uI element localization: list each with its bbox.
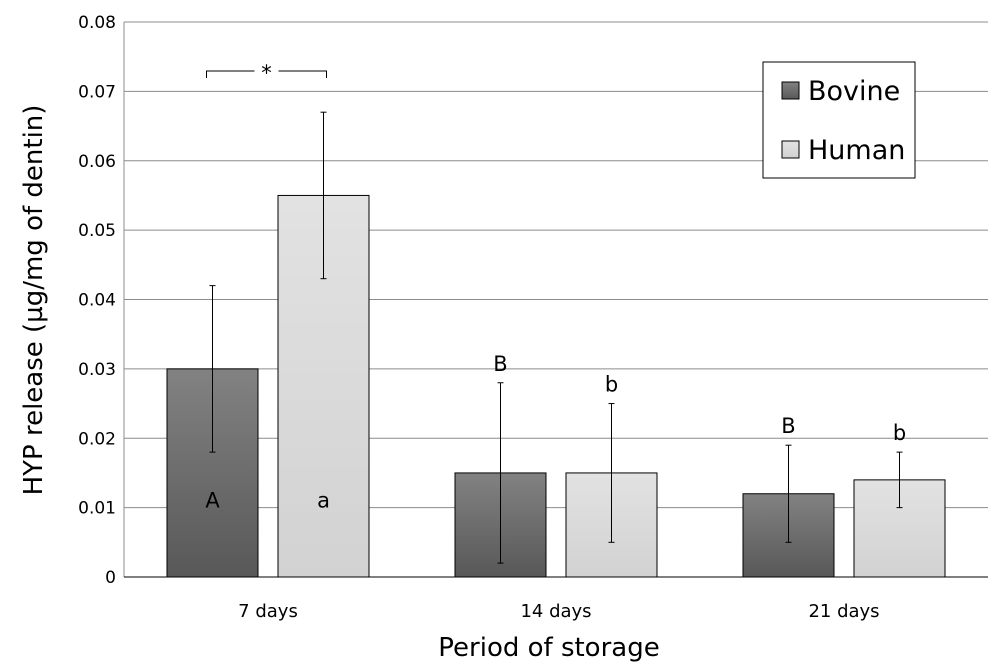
y-tick-label: 0 (105, 568, 116, 588)
legend-swatch-human (781, 140, 800, 159)
x-tick-label: 21 days (808, 601, 879, 622)
significance-letter: a (317, 489, 330, 513)
y-tick-label: 0.08 (78, 13, 116, 33)
x-axis-title: Period of storage (438, 633, 659, 663)
y-axis-title: HYP release (µg/mg of dentin) (19, 105, 49, 496)
legend: Bovine Human (762, 61, 916, 179)
gridlines (124, 21, 988, 509)
significance-letter: B (781, 414, 795, 438)
y-tick-label: 0.05 (78, 221, 116, 241)
bracket-right (278, 70, 327, 78)
significance-star: * (261, 61, 272, 85)
y-tick-label: 0.07 (78, 82, 116, 102)
significance-letter: b (893, 421, 906, 445)
legend-swatch-bovine (781, 81, 800, 100)
significance-letter: A (205, 489, 220, 513)
y-tick-label: 0.04 (78, 291, 116, 311)
axes: 0 0.01 0.02 0.03 0.04 0.05 0.06 0.07 0.08 7 days 1… (78, 13, 988, 622)
bars (166, 111, 946, 578)
legend-box (762, 61, 916, 179)
legend-label-human: Human (808, 135, 905, 166)
x-tick-label: 14 days (520, 601, 591, 622)
x-tick-label: 7 days (238, 601, 298, 622)
significance-letter: b (605, 373, 618, 397)
significance-letter: B (493, 352, 507, 376)
legend-label-bovine: Bovine (808, 76, 900, 107)
y-tick-label: 0.01 (78, 499, 116, 519)
y-tick-label: 0.03 (78, 360, 116, 380)
bracket-left (206, 70, 255, 78)
y-tick-label: 0.02 (78, 429, 116, 449)
y-tick-label: 0.06 (78, 152, 116, 172)
